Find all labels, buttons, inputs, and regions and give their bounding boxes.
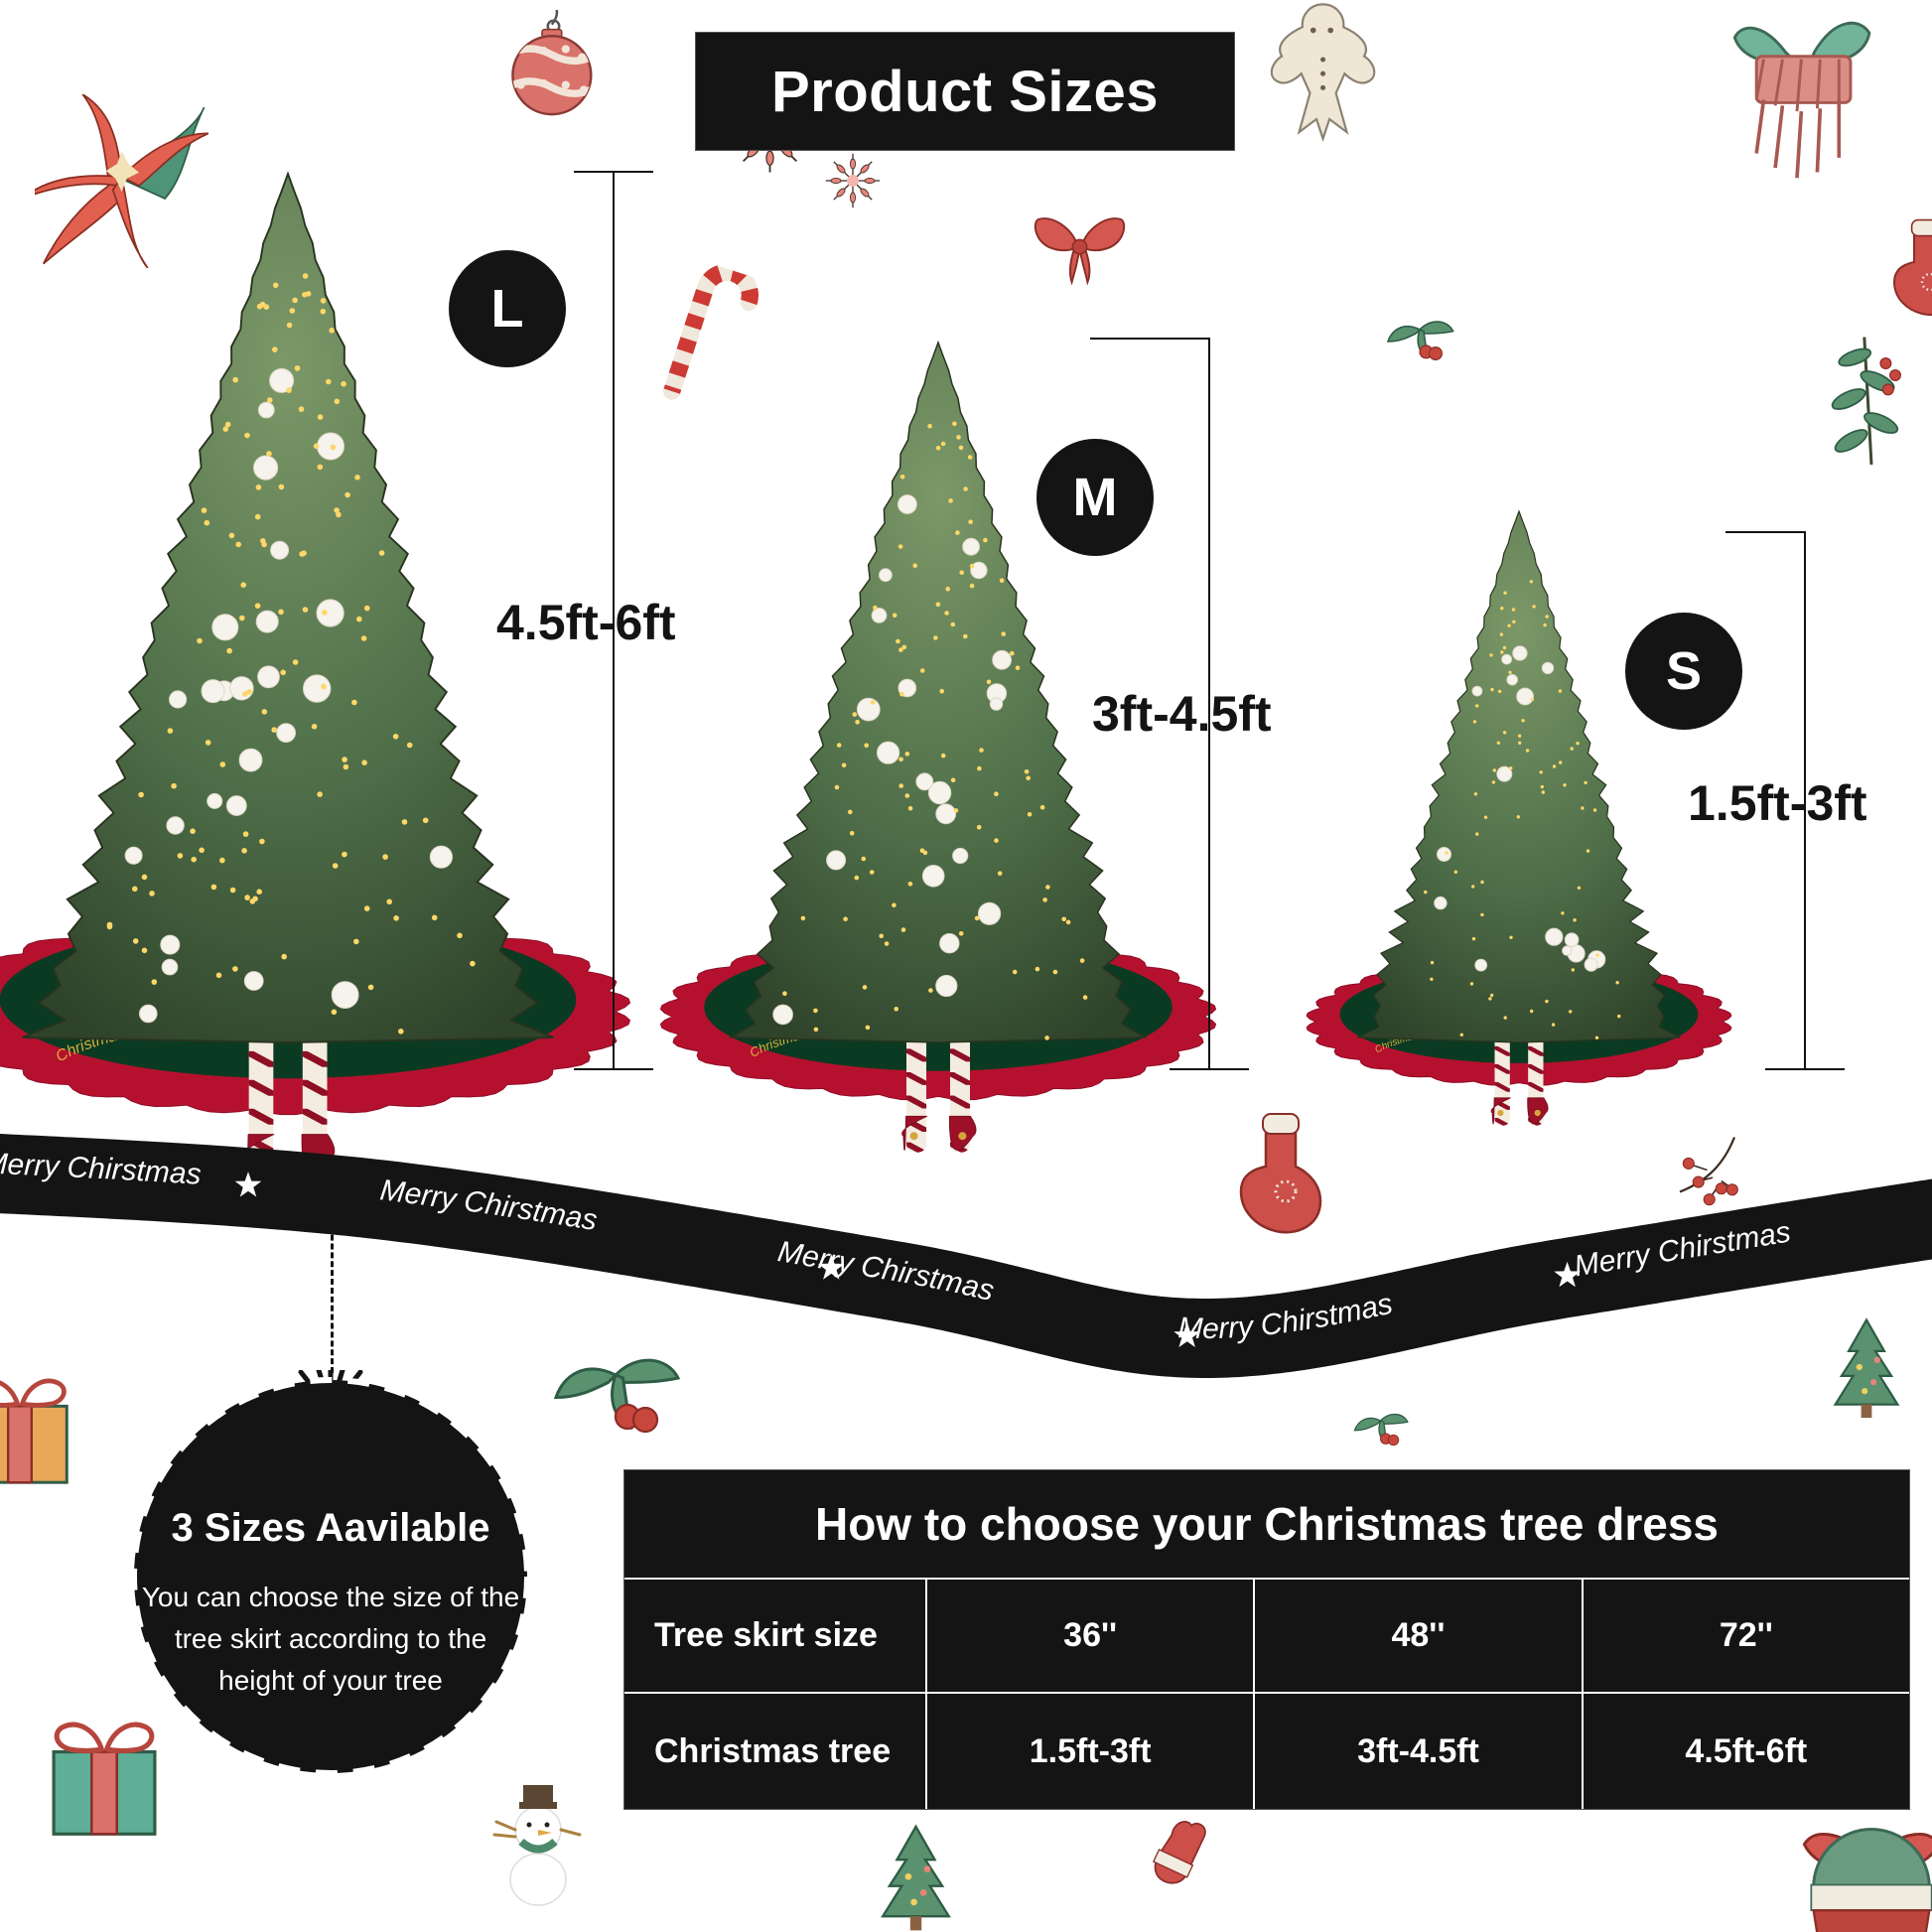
- svg-text:Merry Chirstmas: Merry Chirstmas: [0, 0, 1932, 1220]
